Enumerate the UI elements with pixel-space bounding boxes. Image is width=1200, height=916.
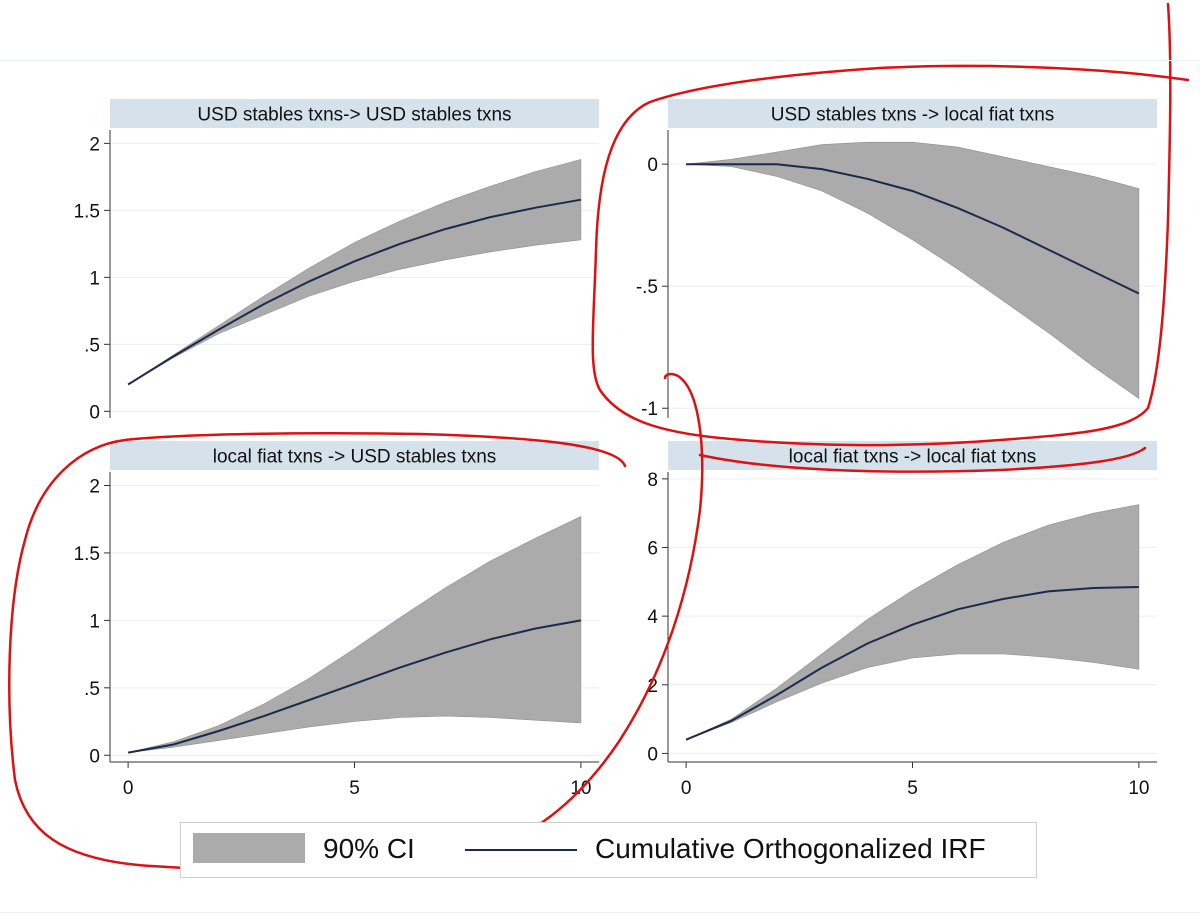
y-tick-label: 0 <box>647 744 658 765</box>
panel-title: local fiat txns -> USD stables txns <box>213 447 497 468</box>
y-tick-label: 6 <box>647 539 658 560</box>
legend-irf-line-sample <box>465 849 577 851</box>
panel-4: local fiat txns -> local fiat txns 0 2 4 6 8 0… <box>647 441 1157 799</box>
x-tick-label: 5 <box>907 778 918 799</box>
y-tick-label: 2 <box>89 476 100 497</box>
panel-title: USD stables txns-> USD stables txns <box>197 105 511 126</box>
ci-band <box>686 141 1140 400</box>
y-tick-label: 4 <box>647 607 658 628</box>
ci-band <box>128 516 582 753</box>
x-tick-label: 0 <box>681 778 692 799</box>
x-tick-label: 10 <box>1128 778 1149 799</box>
annotation-loop-bottom-left <box>8 372 704 874</box>
y-tick-label: 8 <box>647 470 658 491</box>
y-tick-label: .5 <box>84 679 100 700</box>
red-annotation-strokes <box>8 2 1190 874</box>
irf-line <box>127 198 582 386</box>
legend-ci-label: 90% CI <box>323 833 415 864</box>
y-tick-label: 0 <box>89 402 100 423</box>
y-tick-label: 0 <box>89 746 100 767</box>
panel-title-bar <box>668 99 1157 128</box>
irf-line <box>685 586 1139 741</box>
legend-ci-swatch <box>193 833 305 863</box>
panel-title: USD stables txns -> local fiat txns <box>771 105 1055 126</box>
annotation-stroke-bottom-right <box>698 446 1147 473</box>
panel-3: local fiat txns -> USD stables txns 0 .5 1 1… <box>74 441 599 799</box>
y-tick-label: 1 <box>89 611 100 632</box>
legend: 90% CI Cumulative Orthogonalized IRF <box>180 822 1037 878</box>
ci-band <box>685 504 1140 740</box>
y-tick-label: .5 <box>84 335 100 356</box>
x-tick-label: 0 <box>123 778 134 799</box>
y-tick-label: 1.5 <box>74 544 100 565</box>
y-tick-label: 2 <box>647 676 658 697</box>
y-tick-label: 2 <box>89 134 100 155</box>
panel-title-bar <box>110 441 599 470</box>
irf-line <box>127 619 582 754</box>
ci-band <box>127 159 582 385</box>
y-tick-label: -1 <box>641 399 658 420</box>
y-tick-label: 0 <box>647 155 658 176</box>
y-tick-label: -.5 <box>636 277 658 298</box>
y-tick-label: 1.5 <box>74 201 100 222</box>
irf-line <box>686 163 1140 295</box>
legend-irf-label: Cumulative Orthogonalized IRF <box>595 833 986 864</box>
bottom-border-line <box>0 912 1200 913</box>
panel-2: USD stables txns -> local fiat txns -1 -.5… <box>636 99 1157 420</box>
x-tick-label: 5 <box>349 778 360 799</box>
y-tick-label: 1 <box>89 268 100 289</box>
panel-title-bar <box>110 99 599 128</box>
panels-group: USD stables txns-> USD stables txns 0 .5 1 1… <box>74 99 1157 799</box>
annotation-loop-top-right <box>591 2 1190 447</box>
panel-title: local fiat txns -> local fiat txns <box>789 447 1037 468</box>
top-border-line <box>0 60 1200 61</box>
panel-1: USD stables txns-> USD stables txns 0 .5 1 1… <box>74 99 599 423</box>
